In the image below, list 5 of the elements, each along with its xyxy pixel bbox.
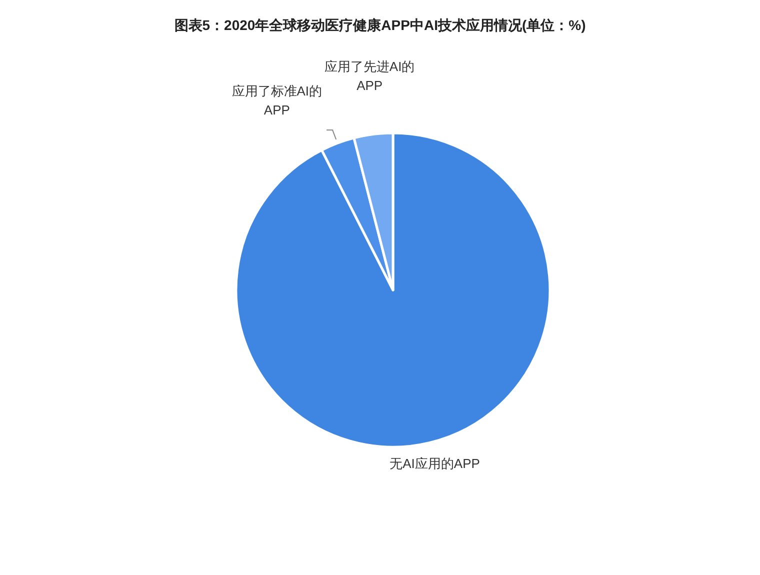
pie-slice (235, 132, 552, 448)
slice-label: 应用了标准AI的APP (232, 84, 322, 118)
chart-title: 图表5：2020年全球移动医疗健康APP中AI技术应用情况(单位：%) (174, 17, 586, 33)
slice-label: 应用了先进AI的APP (324, 58, 415, 93)
slice-label: 无AI应用的APP (390, 456, 480, 472)
